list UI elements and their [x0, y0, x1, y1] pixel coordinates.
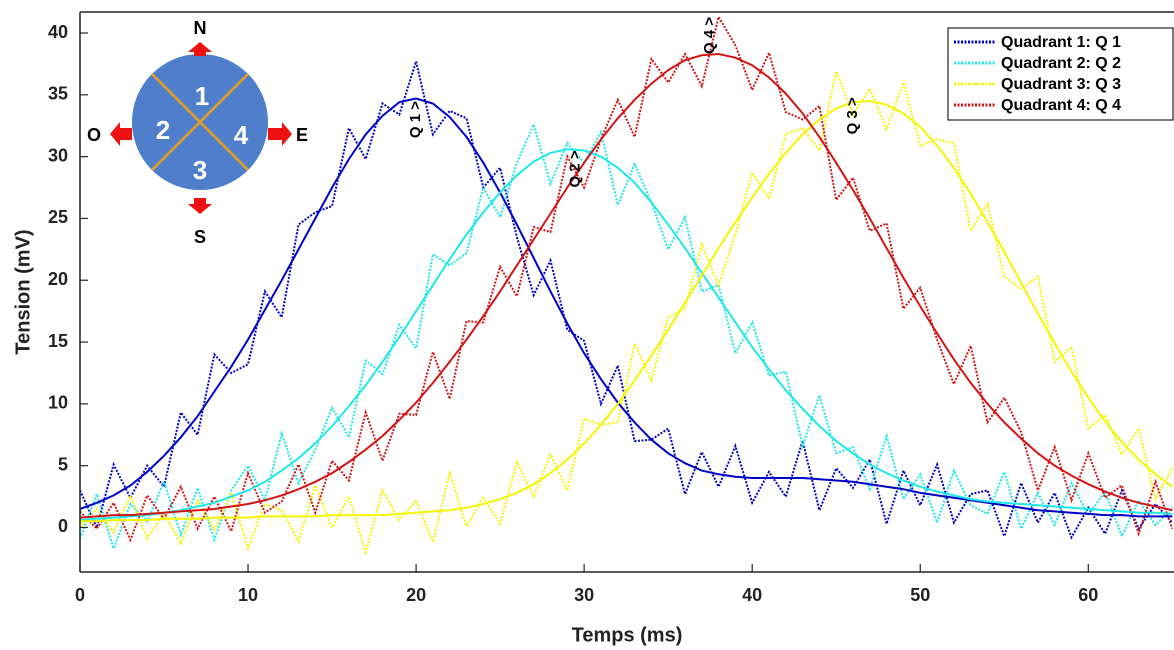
- quadrant-number: 1: [195, 81, 209, 111]
- arrow-south: [188, 198, 212, 214]
- annotation: Q 4 >: [701, 17, 718, 54]
- arrow-west: [110, 122, 132, 146]
- quadrant-number: 3: [193, 155, 207, 185]
- noisy-line: [80, 57, 1174, 540]
- x-tick-label: 60: [1078, 585, 1098, 605]
- legend-label: Quadrant 1: Q 1: [1001, 34, 1121, 51]
- y-tick-label: 15: [48, 331, 68, 351]
- compass-inset: N S O E 1 2 3 4: [87, 18, 308, 247]
- quadrant-number: 2: [156, 115, 170, 145]
- y-tick-label: 0: [58, 516, 68, 536]
- fit-line: [80, 52, 1173, 519]
- x-tick-label: 10: [238, 585, 258, 605]
- y-axis-label: Tension (mV): [12, 229, 34, 354]
- noisy-line: [80, 121, 1174, 552]
- compass-label: N: [194, 18, 207, 38]
- x-tick-label: 40: [742, 585, 762, 605]
- quadrant-number: 4: [234, 120, 249, 150]
- legend-label: Quadrant 2: Q 2: [1001, 55, 1121, 72]
- y-tick-label: 30: [48, 145, 68, 165]
- y-tick-label: 20: [48, 269, 68, 289]
- noisy-line: [80, 14, 1174, 543]
- x-tick-label: 0: [75, 585, 85, 605]
- compass-label: E: [296, 125, 308, 145]
- legend-label: Quadrant 3: Q 3: [1001, 76, 1121, 93]
- fit-line: [80, 99, 1173, 523]
- compass-label: S: [194, 227, 206, 247]
- axes-frame: [79, 11, 1174, 573]
- y-tick-label: 35: [48, 84, 68, 104]
- plot-area: [80, 14, 1174, 556]
- arrow-east: [268, 122, 292, 146]
- fit-line: [80, 97, 1173, 518]
- arrow-north: [188, 42, 212, 56]
- compass-divider: [151, 73, 249, 171]
- y-tick-label: 25: [48, 207, 68, 227]
- x-tick-label: 20: [406, 585, 426, 605]
- legend-label: Quadrant 4: Q 4: [1001, 97, 1121, 114]
- annotation: Q 2 >: [567, 150, 584, 187]
- legend: Quadrant 1: Q 1 Quadrant 2: Q 2 Quadrant 3…: [947, 27, 1174, 121]
- x-axis-label: Temps (ms): [572, 624, 683, 646]
- y-tick-label: 5: [58, 454, 68, 474]
- annotation: Q 3 >: [844, 97, 861, 134]
- noisy-line: [80, 67, 1174, 556]
- compass-label: O: [87, 125, 101, 145]
- fit-line: [80, 148, 1173, 522]
- y-tick-label: 40: [48, 22, 68, 42]
- y-tick-label: 10: [48, 393, 68, 413]
- x-tick-label: 50: [910, 585, 930, 605]
- annotation: Q 1 >: [407, 101, 424, 138]
- x-tick-label: 30: [574, 585, 594, 605]
